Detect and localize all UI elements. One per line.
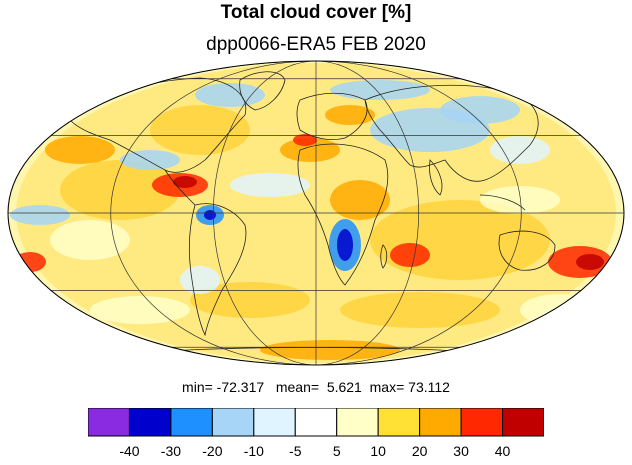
anomaly-patch [180, 266, 220, 294]
colorbar-tick-label: -5 [289, 443, 302, 459]
colorbar [88, 408, 544, 437]
anomaly-patch [10, 205, 70, 225]
colorbar-swatch [211, 408, 255, 437]
anomaly-patch [390, 243, 430, 267]
anomaly-patch [45, 136, 115, 164]
map-title: Total cloud cover [%] [220, 2, 412, 23]
stat-max: 73.112 [408, 379, 450, 395]
graticule-meridian [213, 61, 317, 365]
anomaly-patch [195, 83, 265, 107]
colorbar-swatch [460, 408, 504, 437]
anomaly-patch [330, 80, 430, 100]
field-statistics: min= -72.317 mean= 5.621 max= 73.112 [182, 379, 450, 395]
anomaly-patch [173, 176, 197, 188]
colorbar-tick-label: -10 [243, 443, 264, 459]
graticule-meridian [110, 61, 317, 365]
colorbar-swatch [253, 408, 296, 437]
anomaly-patch [150, 105, 250, 155]
colorbar-tick-label: 5 [332, 443, 341, 459]
colorbar-tick-label: 30 [453, 443, 469, 459]
colorbar-swatch [419, 408, 462, 437]
anomaly-patch [230, 173, 310, 197]
colorbar-tick-label: -20 [202, 443, 223, 459]
anomaly-patch [576, 254, 604, 270]
anomaly-patch [330, 180, 390, 220]
anomaly-patch [340, 292, 500, 328]
graticule [8, 61, 624, 365]
colorbar-swatch [170, 408, 213, 437]
stat-mean: 5.621 [326, 379, 362, 395]
anomaly-patch [337, 229, 353, 261]
anomaly-patch [325, 105, 375, 125]
anomaly-patch [120, 150, 180, 170]
colorbar-swatch [502, 408, 544, 437]
colorbar-swatch [128, 408, 172, 437]
cloud-cover-map [7, 60, 625, 366]
anomaly-patch [60, 160, 180, 220]
colorbar-swatch [88, 408, 130, 437]
colorbar-tick-label: 10 [370, 443, 386, 459]
colorbar-swatch [377, 408, 421, 437]
anomaly-patch [260, 340, 400, 360]
colorbar-tick-label: 20 [411, 443, 428, 459]
stat-min: -72.317 [216, 379, 265, 395]
graticule-meridian [315, 61, 522, 365]
colorbar-swatch [336, 408, 379, 437]
anomaly-patch [490, 136, 550, 164]
anomaly-patch [204, 210, 216, 220]
colorbar-tick-label: -40 [119, 443, 140, 459]
map-subtitle: dpp0066-ERA5 FEB 2020 [206, 34, 426, 55]
anomaly-patch [440, 96, 520, 124]
colorbar-tick-label: -30 [160, 443, 182, 459]
anomaly-patch [293, 134, 317, 146]
graticule-meridian [315, 61, 419, 365]
anomaly-patch [90, 296, 190, 324]
anomaly-patch [50, 220, 130, 260]
anomaly-patch [480, 186, 560, 214]
anomaly-patch [190, 282, 310, 318]
colorbar-tick-label: 40 [494, 443, 511, 459]
colorbar-swatch [294, 408, 338, 437]
